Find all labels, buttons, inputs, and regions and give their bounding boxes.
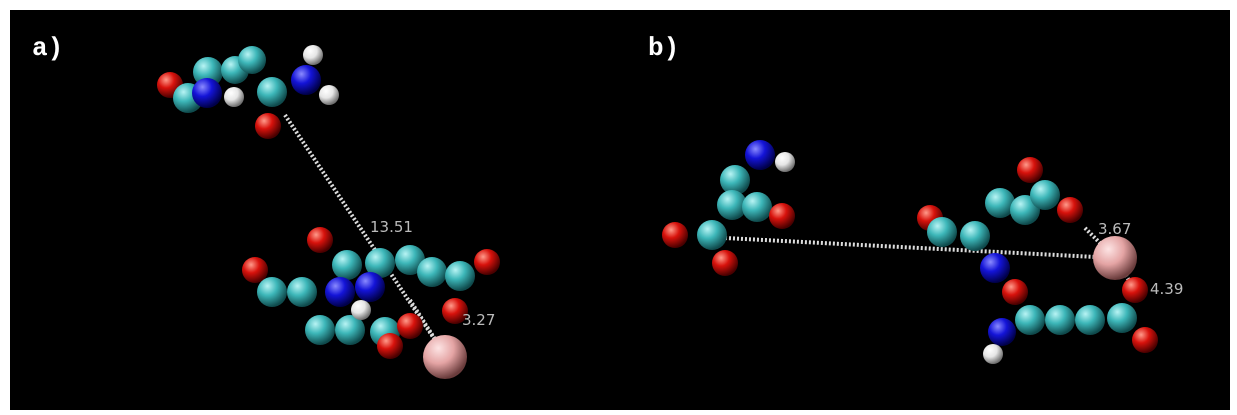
atom: [224, 87, 244, 107]
atom: [1093, 236, 1137, 280]
page: a): [0, 0, 1237, 415]
distance-label: 3.27: [462, 311, 495, 329]
atom: [287, 277, 317, 307]
atom: [742, 192, 772, 222]
atom: [423, 335, 467, 379]
atom: [319, 85, 339, 105]
atom: [377, 333, 403, 359]
atom: [351, 300, 371, 320]
atom: [192, 78, 222, 108]
atom: [983, 344, 1003, 364]
atom: [980, 253, 1010, 283]
atom: [927, 217, 957, 247]
atom: [303, 45, 323, 65]
atom: [1030, 180, 1060, 210]
atom: [1017, 157, 1043, 183]
panel-label: a): [32, 33, 63, 63]
distance-label: 4.39: [1150, 280, 1183, 298]
atom: [242, 257, 268, 283]
atom: [960, 221, 990, 251]
atom: [291, 65, 321, 95]
figure: a): [0, 0, 1237, 415]
atom: [257, 277, 287, 307]
atom: [1045, 305, 1075, 335]
atom: [1075, 305, 1105, 335]
atom: [445, 261, 475, 291]
atom: [255, 113, 281, 139]
atom: [662, 222, 688, 248]
atom: [305, 315, 335, 345]
atom: [325, 277, 355, 307]
atom: [745, 140, 775, 170]
atom: [1122, 277, 1148, 303]
atom: [988, 318, 1016, 346]
atom: [697, 220, 727, 250]
atom: [474, 249, 500, 275]
distance-label: 13.51: [370, 218, 413, 236]
distance-label: 3.67: [1098, 220, 1131, 238]
atom: [712, 250, 738, 276]
atom: [257, 77, 287, 107]
atom: [1132, 327, 1158, 353]
atom: [417, 257, 447, 287]
atom: [1002, 279, 1028, 305]
atom: [1015, 305, 1045, 335]
atom: [1107, 303, 1137, 333]
atom: [775, 152, 795, 172]
atom: [397, 313, 423, 339]
atom: [769, 203, 795, 229]
atom: [355, 272, 385, 302]
atom: [307, 227, 333, 253]
viewport: [10, 10, 1230, 410]
panel-label: b): [648, 33, 679, 63]
atom: [332, 250, 362, 280]
atom: [1057, 197, 1083, 223]
atom: [238, 46, 266, 74]
